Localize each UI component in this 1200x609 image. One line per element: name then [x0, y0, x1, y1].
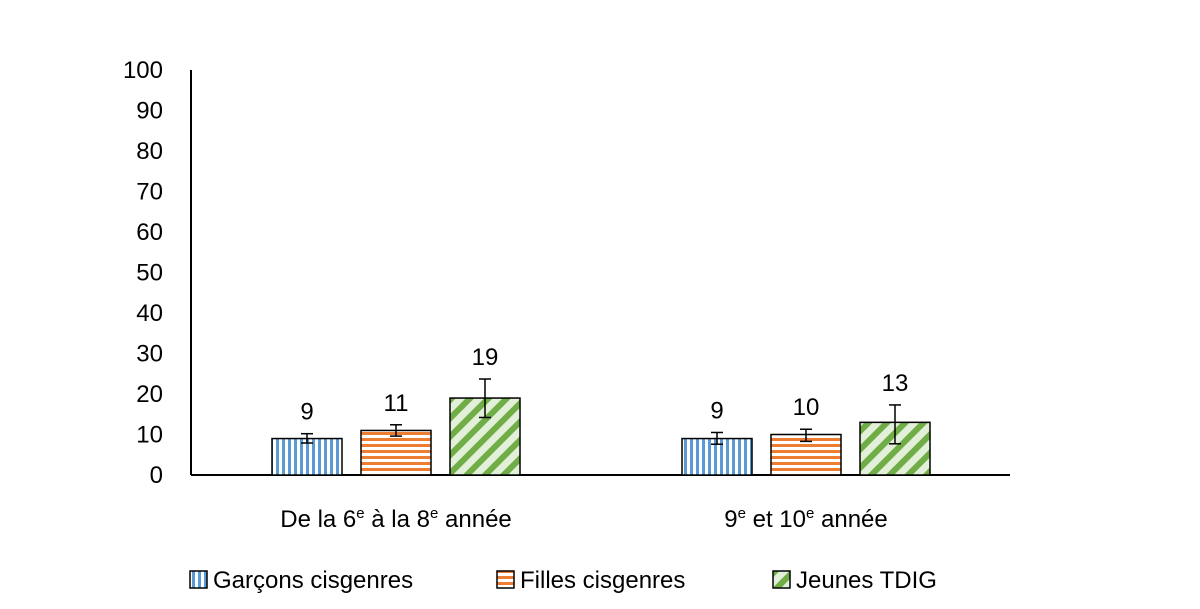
bar [360, 429, 432, 476]
data-label: 13 [882, 370, 909, 397]
legend: Garçons cisgenres Filles cisgenres Jeunes … [189, 567, 937, 594]
label-text: 9 [724, 506, 737, 533]
y-tick-label: 30 [136, 341, 163, 368]
data-label: 11 [384, 390, 409, 417]
legend-label: Filles cisgenres [520, 567, 685, 594]
superscript: e [430, 505, 438, 522]
data-label: 19 [472, 344, 499, 371]
bars: 9 11 19 9 10 13 [271, 344, 931, 476]
y-axis: 0 10 20 30 40 50 60 70 80 90 100 [123, 57, 192, 489]
y-tick-label: 50 [136, 260, 163, 287]
x-category-label: 9e​ et 10e​ année [724, 505, 888, 533]
legend-swatch [496, 570, 515, 589]
bar [271, 437, 343, 476]
superscript: e [738, 505, 746, 522]
legend-swatch [772, 570, 791, 589]
x-axis: De la 6e​ à la 8e​ année 9e​ et 10e​ anné… [191, 474, 1010, 533]
y-tick-label: 80 [136, 138, 163, 165]
y-tick-label: 100 [123, 57, 163, 84]
data-label: 9 [710, 397, 723, 424]
y-tick-label: 60 [136, 219, 163, 246]
y-tick-label: 20 [136, 381, 163, 408]
y-tick-label: 70 [136, 179, 163, 206]
legend-label: Garçons cisgenres [213, 567, 413, 594]
label-text: année [814, 506, 887, 533]
label-text: année [438, 506, 511, 533]
y-tick-label: 90 [136, 98, 163, 125]
label-text: et 10 [746, 506, 806, 533]
legend-label: Jeunes TDIG [796, 567, 937, 594]
superscript: e [806, 505, 814, 522]
label-text: De la 6 [280, 506, 356, 533]
y-tick-label: 10 [136, 422, 163, 449]
superscript: e [356, 505, 364, 522]
label-text: à la 8 [365, 506, 430, 533]
x-category-label: De la 6e​ à la 8e​ année [280, 505, 512, 533]
legend-swatch [189, 570, 208, 589]
data-label: 10 [793, 394, 820, 421]
data-label: 9 [300, 399, 313, 426]
y-tick-label: 40 [136, 300, 163, 327]
y-tick-label: 0 [150, 462, 163, 489]
bar [770, 433, 842, 476]
